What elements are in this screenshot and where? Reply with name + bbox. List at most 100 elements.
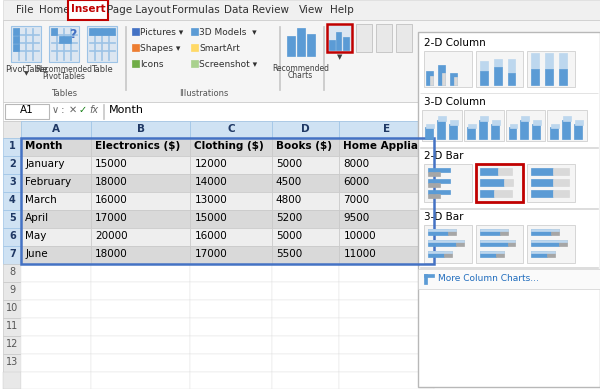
Text: E: E [383, 124, 390, 133]
Bar [22, 192, 91, 210]
Bar [131, 60, 139, 67]
Bar [497, 168, 512, 175]
Text: Pictures ▾: Pictures ▾ [140, 28, 183, 37]
Text: 4500: 4500 [276, 177, 302, 187]
Bar [279, 26, 280, 89]
Bar [4, 264, 22, 282]
Bar [4, 354, 22, 371]
Bar [491, 119, 500, 124]
Bar [272, 318, 340, 336]
Bar [533, 119, 541, 124]
Bar [190, 228, 272, 246]
Bar [340, 246, 434, 264]
Bar [272, 371, 340, 389]
Bar [4, 192, 22, 210]
Bar [190, 121, 272, 138]
Bar [553, 179, 569, 186]
Bar [4, 138, 22, 156]
Bar [559, 240, 567, 246]
Bar [559, 69, 567, 85]
Bar [422, 110, 462, 142]
Bar [479, 190, 494, 197]
Text: ▼: ▼ [337, 54, 342, 60]
Bar [479, 251, 496, 257]
Bar [13, 34, 39, 35]
Bar [4, 102, 600, 121]
Bar [420, 267, 598, 268]
Bar [32, 28, 33, 60]
Bar [340, 138, 434, 156]
Text: fx: fx [89, 105, 98, 115]
Text: Insert: Insert [71, 4, 105, 14]
Text: Month: Month [109, 105, 144, 115]
Bar [340, 192, 434, 210]
Bar [424, 225, 472, 263]
Bar [22, 138, 91, 156]
Text: 12000: 12000 [194, 159, 227, 169]
Bar [491, 124, 499, 139]
Bar [4, 0, 600, 20]
Bar [70, 28, 71, 60]
Text: 10: 10 [6, 303, 19, 313]
Text: 5200: 5200 [276, 213, 302, 223]
Bar [22, 228, 91, 246]
Text: Review: Review [252, 5, 289, 15]
Bar [500, 229, 508, 235]
Text: January: January [25, 159, 65, 169]
Bar [340, 371, 434, 389]
Text: Electronics ($): Electronics ($) [95, 142, 180, 151]
Text: D: D [301, 124, 310, 133]
Bar [131, 44, 139, 51]
Bar [272, 138, 340, 156]
Bar [22, 264, 91, 282]
Bar [272, 336, 340, 354]
Text: More Column Charts...: More Column Charts... [438, 274, 539, 283]
Bar [476, 164, 523, 202]
Bar [49, 26, 79, 62]
Bar [4, 20, 600, 102]
Text: Home Appliances ($): Home Appliances ($) [343, 142, 466, 151]
Bar [13, 44, 19, 51]
Text: File: File [16, 5, 34, 15]
Bar [479, 116, 488, 121]
Bar [13, 36, 19, 43]
Text: 8000: 8000 [343, 159, 370, 169]
Bar [89, 28, 115, 35]
Bar [91, 228, 190, 246]
Bar [527, 51, 575, 87]
Bar [428, 251, 452, 253]
Bar [376, 24, 392, 52]
Bar [454, 77, 457, 85]
Text: 9: 9 [10, 285, 16, 295]
Text: ∨: ∨ [52, 105, 59, 115]
Bar [550, 128, 558, 139]
Bar [467, 128, 475, 139]
Text: Shapes ▾: Shapes ▾ [140, 44, 180, 53]
Text: Data: Data [224, 5, 248, 15]
Bar [272, 246, 340, 264]
Bar [532, 240, 559, 246]
Bar [4, 121, 22, 138]
Bar [125, 26, 126, 89]
Bar [521, 116, 529, 121]
Text: 4: 4 [9, 195, 16, 205]
Text: 6: 6 [9, 231, 16, 241]
Text: SmartArt: SmartArt [199, 44, 240, 53]
Bar [479, 61, 488, 71]
Bar [496, 251, 503, 257]
Text: 8: 8 [10, 267, 16, 277]
Bar [532, 229, 559, 231]
Bar [509, 124, 517, 128]
Bar [22, 246, 91, 264]
Bar [340, 121, 434, 138]
Text: 6000: 6000 [343, 177, 370, 187]
Bar [551, 124, 559, 128]
Bar [479, 240, 508, 246]
Bar [4, 300, 22, 318]
Bar [428, 240, 456, 246]
Bar [428, 168, 450, 172]
Bar [479, 240, 515, 242]
Bar [287, 36, 295, 56]
Text: 13: 13 [6, 357, 19, 366]
Text: 15000: 15000 [194, 213, 227, 223]
